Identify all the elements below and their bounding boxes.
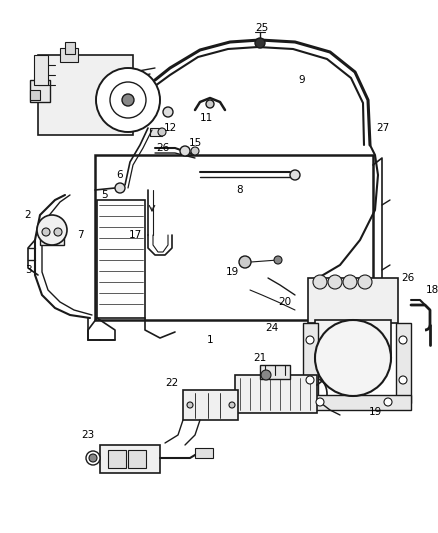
Text: 27: 27 xyxy=(376,123,390,133)
Bar xyxy=(60,48,78,62)
Bar xyxy=(97,200,145,318)
Circle shape xyxy=(290,170,300,180)
Text: 9: 9 xyxy=(299,75,305,85)
Bar xyxy=(303,395,411,410)
Circle shape xyxy=(42,228,50,236)
Text: 15: 15 xyxy=(188,138,201,148)
Text: 24: 24 xyxy=(265,323,279,333)
Text: 19: 19 xyxy=(368,407,381,417)
Circle shape xyxy=(261,370,271,380)
Bar xyxy=(38,55,133,135)
Circle shape xyxy=(110,82,146,118)
Bar xyxy=(235,375,317,413)
Circle shape xyxy=(89,454,97,462)
Circle shape xyxy=(255,38,265,48)
Circle shape xyxy=(229,402,235,408)
Circle shape xyxy=(206,100,214,108)
Circle shape xyxy=(313,275,327,289)
Bar xyxy=(195,448,213,458)
Text: 18: 18 xyxy=(425,285,438,295)
Circle shape xyxy=(328,275,342,289)
Circle shape xyxy=(306,336,314,344)
Circle shape xyxy=(180,146,190,156)
Text: 25: 25 xyxy=(255,23,268,33)
Circle shape xyxy=(191,147,199,155)
Bar xyxy=(128,450,146,468)
Bar xyxy=(30,90,40,100)
Bar xyxy=(30,80,50,102)
Text: 3: 3 xyxy=(25,265,31,275)
Bar xyxy=(308,278,398,323)
Circle shape xyxy=(163,107,173,117)
Bar xyxy=(65,42,75,54)
Text: 20: 20 xyxy=(279,297,292,307)
Circle shape xyxy=(316,398,324,406)
Bar xyxy=(183,390,238,420)
Circle shape xyxy=(96,68,160,132)
Text: 8: 8 xyxy=(237,185,244,195)
Circle shape xyxy=(115,183,125,193)
Bar xyxy=(260,365,290,379)
Bar xyxy=(303,323,318,403)
Circle shape xyxy=(358,275,372,289)
Bar xyxy=(108,450,126,468)
Text: 26: 26 xyxy=(401,273,415,283)
Text: 1: 1 xyxy=(207,335,213,345)
Text: 19: 19 xyxy=(226,267,239,277)
Circle shape xyxy=(384,398,392,406)
Bar xyxy=(40,225,64,245)
Circle shape xyxy=(54,228,62,236)
Bar xyxy=(95,155,373,320)
Bar xyxy=(34,55,48,85)
Circle shape xyxy=(343,275,357,289)
Text: 26: 26 xyxy=(156,143,170,153)
Circle shape xyxy=(37,215,67,245)
Circle shape xyxy=(187,402,193,408)
Circle shape xyxy=(399,376,407,384)
Text: 22: 22 xyxy=(166,378,179,388)
Circle shape xyxy=(274,256,282,264)
Bar xyxy=(150,128,162,136)
Text: 11: 11 xyxy=(199,113,212,123)
Text: 17: 17 xyxy=(128,230,141,240)
Bar xyxy=(100,445,160,473)
Text: 6: 6 xyxy=(117,170,124,180)
Text: 23: 23 xyxy=(81,430,95,440)
Circle shape xyxy=(158,128,166,136)
Text: 12: 12 xyxy=(163,123,177,133)
Text: 2: 2 xyxy=(25,210,31,220)
Circle shape xyxy=(239,256,251,268)
Circle shape xyxy=(315,320,391,396)
Circle shape xyxy=(122,94,134,106)
Text: 21: 21 xyxy=(253,353,267,363)
Text: 7: 7 xyxy=(77,230,83,240)
Bar xyxy=(396,323,411,403)
Circle shape xyxy=(399,336,407,344)
Circle shape xyxy=(306,376,314,384)
Bar xyxy=(315,320,391,358)
Text: 5: 5 xyxy=(102,190,108,200)
Circle shape xyxy=(86,451,100,465)
